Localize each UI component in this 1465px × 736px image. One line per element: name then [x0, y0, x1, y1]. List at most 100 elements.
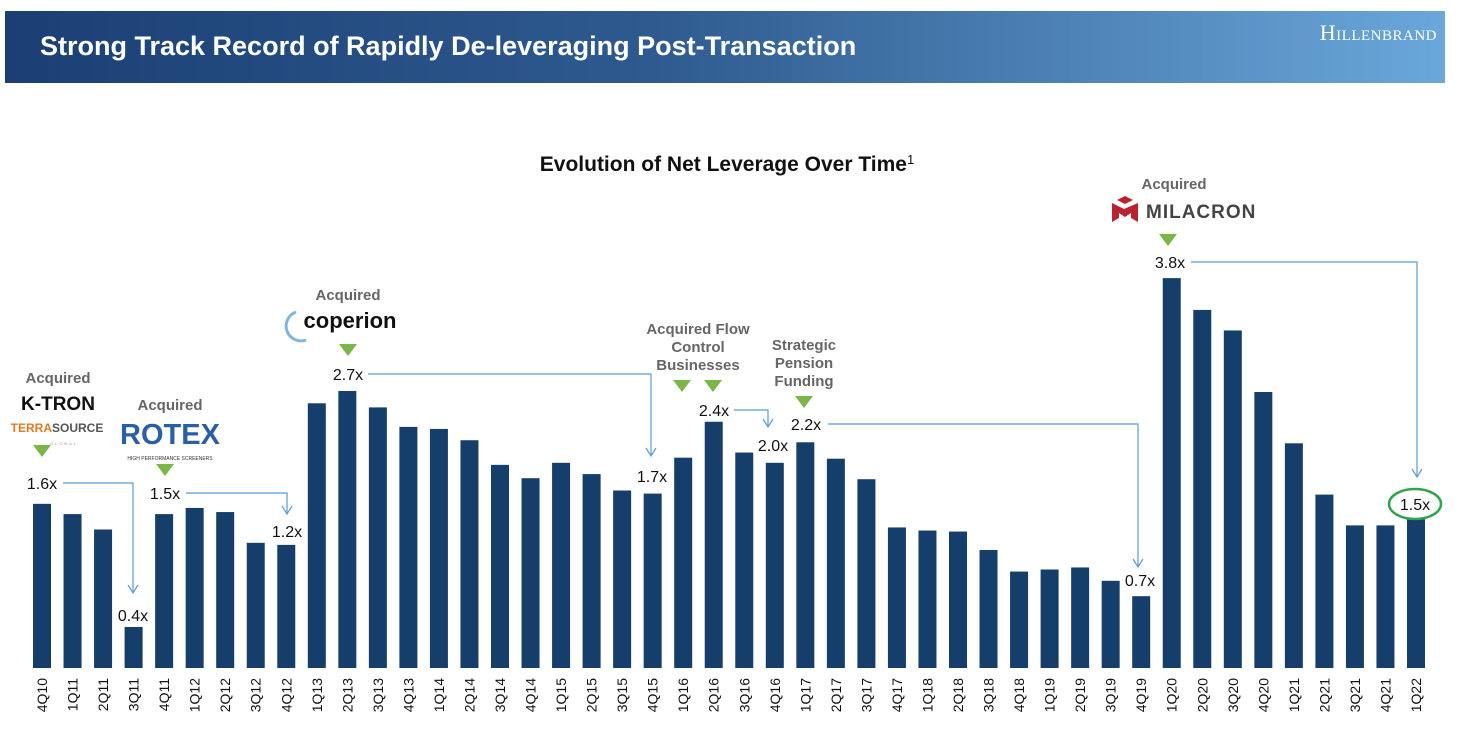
bar-2Q15 [582, 474, 601, 668]
bar-4Q12 [277, 544, 296, 668]
bar-3Q18 [979, 550, 998, 668]
data-label-4Q10: 1.6x [27, 476, 57, 493]
x-tick-4Q14: 4Q14 [523, 678, 539, 712]
arrowheads [127, 418, 1423, 595]
x-tick-1Q15: 1Q15 [553, 678, 569, 712]
bar-4Q20 [1254, 392, 1273, 668]
x-tick-2Q16: 2Q16 [706, 678, 722, 712]
data-label-4Q12: 1.2x [272, 524, 302, 541]
ktron-logo: K-TRON [21, 394, 95, 415]
x-tick-3Q11: 3Q11 [126, 678, 142, 711]
bar-1Q16 [674, 457, 693, 668]
bar-1Q14 [429, 428, 448, 668]
x-tick-4Q17: 4Q17 [889, 678, 905, 712]
bar-3Q15 [613, 490, 632, 668]
bars [33, 278, 1425, 668]
triangle-marker-icon [156, 464, 174, 476]
bar-2Q20 [1193, 309, 1212, 668]
chart-title: Evolution of Net Leverage Over Time1 [540, 152, 914, 176]
data-label-1Q20: 3.8x [1155, 255, 1185, 272]
connector-2Q16-4Q16 [734, 409, 769, 426]
x-tick-3Q13: 3Q13 [370, 678, 386, 712]
x-tick-2Q18: 2Q18 [950, 678, 966, 712]
coperion-logo: coperion [304, 308, 397, 333]
bar-4Q10 [33, 503, 51, 668]
svg-text:Acquired: Acquired [25, 370, 90, 387]
svg-text:Acquired: Acquired [1141, 176, 1206, 193]
terrasource-global: GLOBAL [50, 441, 78, 446]
bar-4Q17 [887, 527, 906, 668]
x-tick-3Q16: 3Q16 [736, 678, 752, 712]
svg-text:Control: Control [671, 339, 724, 356]
triangle-marker-icon [339, 344, 357, 356]
bar-4Q15 [643, 493, 662, 668]
bar-2Q13 [338, 390, 357, 668]
bar-3Q19 [1101, 580, 1120, 668]
bar-1Q13 [307, 403, 326, 668]
brand-logo: Hillenbrand [1319, 20, 1437, 45]
x-tick-2Q12: 2Q12 [217, 678, 233, 712]
connector-2Q13-4Q15 [368, 373, 652, 455]
svg-text:Acquired: Acquired [315, 287, 380, 304]
x-tick-4Q21: 4Q21 [1377, 678, 1393, 712]
annotation-rotex: Acquired ROTEX HIGH PERFORMANCE SCREENER… [120, 397, 221, 462]
triangle-marker-icon [673, 380, 691, 392]
bar-3Q20 [1223, 330, 1242, 668]
x-tick-2Q13: 2Q13 [339, 678, 355, 712]
x-tick-4Q18: 4Q18 [1011, 678, 1027, 712]
bar-2Q12 [216, 512, 235, 668]
data-label-2Q13: 2.7x [333, 367, 363, 384]
x-tick-2Q19: 2Q19 [1072, 678, 1088, 712]
bar-2Q18 [949, 531, 967, 668]
x-tick-1Q18: 1Q18 [919, 678, 935, 712]
svg-text:Strategic: Strategic [772, 337, 836, 354]
highlight-circle-1Q22 [1387, 487, 1443, 521]
bar-1Q21 [1284, 443, 1303, 668]
annotation-ktron: Acquired K-TRON TERRASOURCE GLOBAL [11, 370, 104, 446]
annotation-flow-control: Acquired Flow Control Businesses [646, 321, 750, 374]
x-tick-1Q12: 1Q12 [187, 678, 203, 712]
connector-1Q20-1Q22 [1191, 261, 1418, 476]
x-tick-4Q15: 4Q15 [645, 678, 661, 712]
bar-2Q16 [704, 421, 723, 668]
connector-4Q11-4Q12 [186, 492, 288, 513]
bar-1Q15 [552, 462, 571, 668]
data-label-4Q11: 1.5x [150, 486, 180, 503]
bar-1Q18 [918, 530, 937, 668]
x-tick-labels: 4Q10 1Q11 2Q11 3Q11 4Q11 1Q12 2Q12 3Q12 4Q12 1Q13… [34, 678, 1424, 712]
terrasource-logo: TERRASOURCE [11, 421, 104, 435]
x-tick-2Q21: 2Q21 [1316, 678, 1332, 712]
bar-2Q19 [1071, 567, 1090, 668]
svg-text:Acquired Flow: Acquired Flow [646, 321, 750, 338]
x-tick-3Q15: 3Q15 [614, 678, 630, 712]
bar-2Q14 [460, 440, 479, 668]
x-tick-4Q10: 4Q10 [34, 678, 50, 712]
data-label-1Q22: 1.5x [1400, 497, 1430, 514]
svg-text:Businesses: Businesses [656, 357, 739, 374]
x-tick-2Q14: 2Q14 [461, 678, 477, 712]
annotation-milacron: Acquired MILACRON [1112, 176, 1256, 223]
data-label-1Q17: 2.2x [791, 417, 821, 434]
bar-1Q12 [185, 507, 204, 668]
bar-4Q18 [1010, 571, 1029, 668]
bar-1Q19 [1040, 569, 1059, 668]
x-tick-4Q20: 4Q20 [1255, 678, 1271, 712]
triangle-marker-icon [33, 445, 51, 457]
x-tick-1Q22: 1Q22 [1408, 678, 1424, 712]
bar-3Q13 [368, 407, 387, 668]
connector-1Q17-4Q19 [828, 423, 1139, 566]
bar-3Q21 [1345, 525, 1364, 668]
milacron-logo: MILACRON [1146, 202, 1256, 223]
x-tick-1Q14: 1Q14 [431, 678, 447, 712]
x-tick-1Q21: 1Q21 [1286, 678, 1302, 712]
x-tick-1Q16: 1Q16 [675, 678, 691, 712]
connectors [63, 261, 1423, 595]
x-tick-4Q16: 4Q16 [767, 678, 783, 712]
bar-2Q11 [94, 529, 113, 668]
x-tick-3Q21: 3Q21 [1347, 678, 1363, 712]
bar-1Q20 [1162, 278, 1181, 668]
bar-4Q16 [765, 462, 784, 668]
x-tick-4Q19: 4Q19 [1133, 678, 1149, 712]
x-tick-4Q13: 4Q13 [400, 678, 416, 712]
data-label-4Q19: 0.7x [1125, 573, 1155, 590]
